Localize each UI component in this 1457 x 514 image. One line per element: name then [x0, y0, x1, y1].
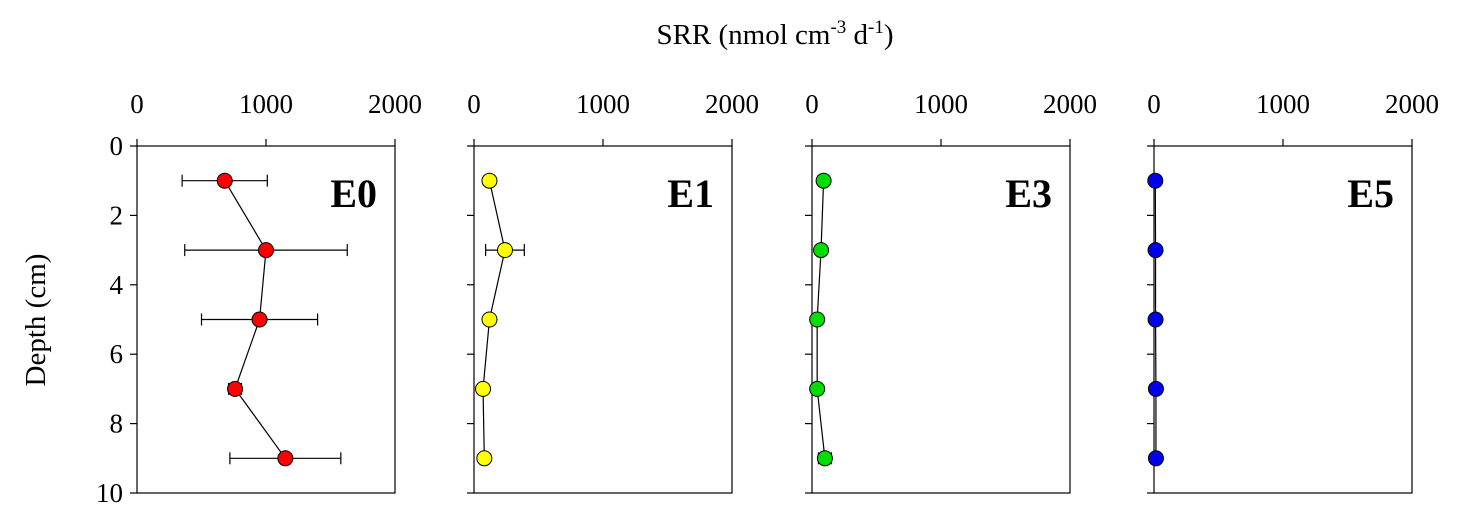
- y-tick-label: 4: [110, 270, 124, 300]
- data-point: [475, 380, 492, 397]
- x-tick-label: 2000: [1043, 89, 1097, 119]
- data-point: [476, 450, 493, 467]
- x-axis-title-main: SRR (nmol cm: [656, 19, 830, 51]
- y-tick-label: 2: [110, 200, 124, 230]
- data-point: [809, 380, 826, 397]
- panel-e5: 0 1000 2000 E5: [1147, 89, 1439, 494]
- panel-e1: 0 1000 2000 E1: [467, 89, 759, 494]
- data-point: [816, 450, 833, 467]
- data-point: [496, 242, 513, 259]
- panel-label: E3: [1005, 171, 1052, 216]
- y-tick-label: 10: [96, 478, 123, 508]
- data-point: [216, 172, 233, 189]
- x-axis-title: SRR (nmol cm-3 d-1): [656, 17, 893, 51]
- x-axis-title-exp2: -1: [868, 17, 884, 38]
- x-tick-label: 0: [130, 89, 144, 119]
- data-point: [1147, 311, 1164, 328]
- data-point: [258, 242, 274, 259]
- x-tick-label: 0: [467, 89, 481, 119]
- data-point: [277, 450, 294, 467]
- x-tick-label: 1000: [914, 89, 968, 119]
- panel-e0: 0 1000 2000 0 2 4 6 8 10 E0: [96, 89, 422, 508]
- x-tick-label: 2000: [1385, 89, 1439, 119]
- data-point: [813, 242, 830, 259]
- x-tick-label: 0: [805, 89, 819, 119]
- y-tick-label: 8: [110, 409, 124, 439]
- panel-label: E1: [667, 171, 714, 216]
- panel-label: E5: [1347, 171, 1394, 216]
- data-point: [1147, 172, 1164, 189]
- data-point: [1147, 450, 1164, 467]
- data-point: [481, 172, 498, 189]
- panel-e3: 0 1000 2000 E3: [805, 89, 1097, 494]
- panels-group: 0 1000 2000 0 2 4 6 8 10 E0 0 1000 2000 E1 0 1000 2000 E3…: [96, 89, 1439, 508]
- panel-label: E0: [330, 171, 377, 216]
- x-tick-label: 0: [1147, 89, 1161, 119]
- x-axis-title-mid: d: [846, 19, 868, 51]
- x-axis-title-exp1: -3: [830, 17, 846, 38]
- x-tick-label: 1000: [239, 89, 293, 119]
- x-tick-label: 1000: [1256, 89, 1310, 119]
- x-tick-label: 2000: [705, 89, 759, 119]
- data-point: [1147, 380, 1164, 397]
- x-axis-title-end: ): [884, 19, 894, 51]
- y-axis-title: Depth (cm): [20, 254, 52, 387]
- data-point: [1147, 242, 1164, 259]
- data-point: [815, 172, 832, 189]
- x-tick-label: 1000: [576, 89, 630, 119]
- data-point: [809, 311, 826, 328]
- y-tick-label: 6: [110, 339, 124, 369]
- data-point: [227, 380, 244, 397]
- x-tick-label: 2000: [368, 89, 422, 119]
- data-point: [481, 311, 498, 328]
- data-point: [251, 311, 268, 328]
- y-tick-label: 0: [110, 131, 124, 161]
